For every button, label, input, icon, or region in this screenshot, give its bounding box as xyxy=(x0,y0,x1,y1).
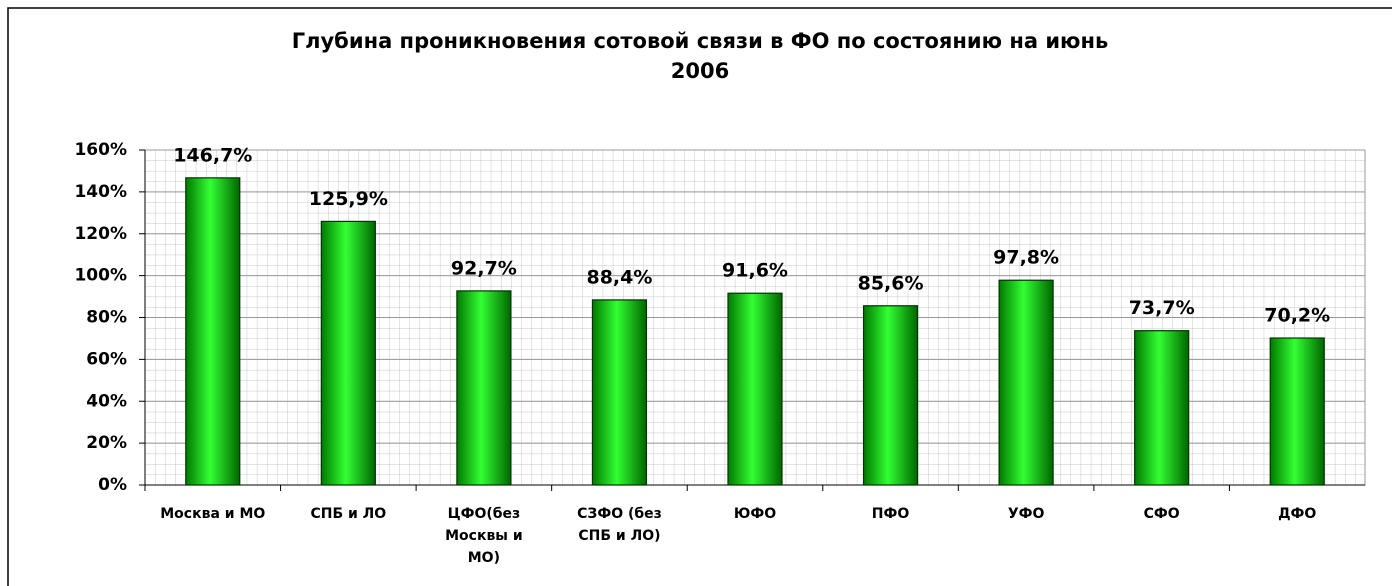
data-label: 92,7% xyxy=(451,257,517,279)
y-tick-label: 140% xyxy=(74,182,127,202)
bar xyxy=(456,290,512,486)
data-label: 73,7% xyxy=(1129,297,1195,319)
y-tick-label: 80% xyxy=(86,308,127,328)
y-tick-label: 60% xyxy=(86,349,127,369)
data-label: 70,2% xyxy=(1264,305,1330,327)
data-label: 85,6% xyxy=(858,272,924,294)
bar xyxy=(1134,330,1190,486)
y-tick-label: 120% xyxy=(74,224,127,244)
chart-border xyxy=(7,7,1392,586)
y-tick-label: 40% xyxy=(86,391,127,411)
y-tick-label: 160% xyxy=(74,140,127,160)
x-tick-label: УФО xyxy=(1007,506,1045,522)
data-label: 125,9% xyxy=(309,188,388,210)
bar xyxy=(320,220,376,486)
x-tick-label: ДФО xyxy=(1278,506,1317,522)
x-tick-label: ЮФО xyxy=(733,506,777,522)
data-label: 97,8% xyxy=(993,247,1059,269)
data-label: 146,7% xyxy=(173,144,252,166)
y-tick-label: 0% xyxy=(98,475,127,495)
bar xyxy=(591,299,648,486)
x-tick-label: ПФО xyxy=(871,506,910,522)
x-tick-label: Москва и МО xyxy=(160,506,266,522)
x-tick-label: ЦФО(без Москвы и МО) xyxy=(445,506,523,566)
data-label: 88,4% xyxy=(586,266,652,288)
x-tick-label: СЗФО (без СПБ и ЛО) xyxy=(577,506,662,544)
bar xyxy=(1269,337,1325,486)
y-tick-label: 100% xyxy=(74,266,127,286)
data-label: 91,6% xyxy=(722,260,788,282)
bar xyxy=(998,279,1054,486)
bar xyxy=(862,305,919,486)
x-tick-label: СПБ и ЛО xyxy=(310,506,387,522)
x-tick-label: СФО xyxy=(1143,506,1180,522)
chart-title: Глубина проникновения сотовой связи в ФО… xyxy=(292,29,1109,83)
bar xyxy=(727,292,783,486)
y-tick-label: 20% xyxy=(86,433,127,453)
bar xyxy=(185,177,241,486)
